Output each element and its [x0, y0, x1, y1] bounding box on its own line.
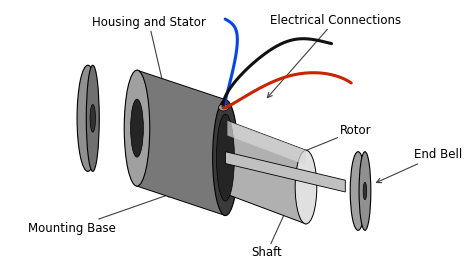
Text: Mounting Base: Mounting Base [28, 193, 173, 235]
Ellipse shape [217, 114, 234, 201]
Text: End Bell: End Bell [376, 148, 462, 183]
Text: Electrical Connections: Electrical Connections [267, 14, 401, 98]
Text: Rotor: Rotor [275, 124, 372, 163]
Ellipse shape [131, 99, 143, 157]
Ellipse shape [86, 65, 99, 171]
Polygon shape [228, 121, 306, 224]
Polygon shape [137, 70, 226, 215]
Ellipse shape [90, 105, 95, 132]
Text: Shaft: Shaft [251, 202, 290, 259]
Ellipse shape [350, 152, 366, 230]
Polygon shape [228, 121, 306, 165]
Ellipse shape [124, 70, 150, 186]
Ellipse shape [363, 182, 367, 200]
Ellipse shape [295, 150, 317, 224]
Polygon shape [226, 152, 345, 192]
Ellipse shape [359, 152, 371, 230]
Polygon shape [147, 167, 231, 197]
Ellipse shape [219, 104, 228, 111]
Ellipse shape [213, 100, 238, 215]
Ellipse shape [77, 65, 99, 171]
Polygon shape [151, 177, 231, 205]
Text: Housing and Stator: Housing and Stator [92, 15, 206, 124]
